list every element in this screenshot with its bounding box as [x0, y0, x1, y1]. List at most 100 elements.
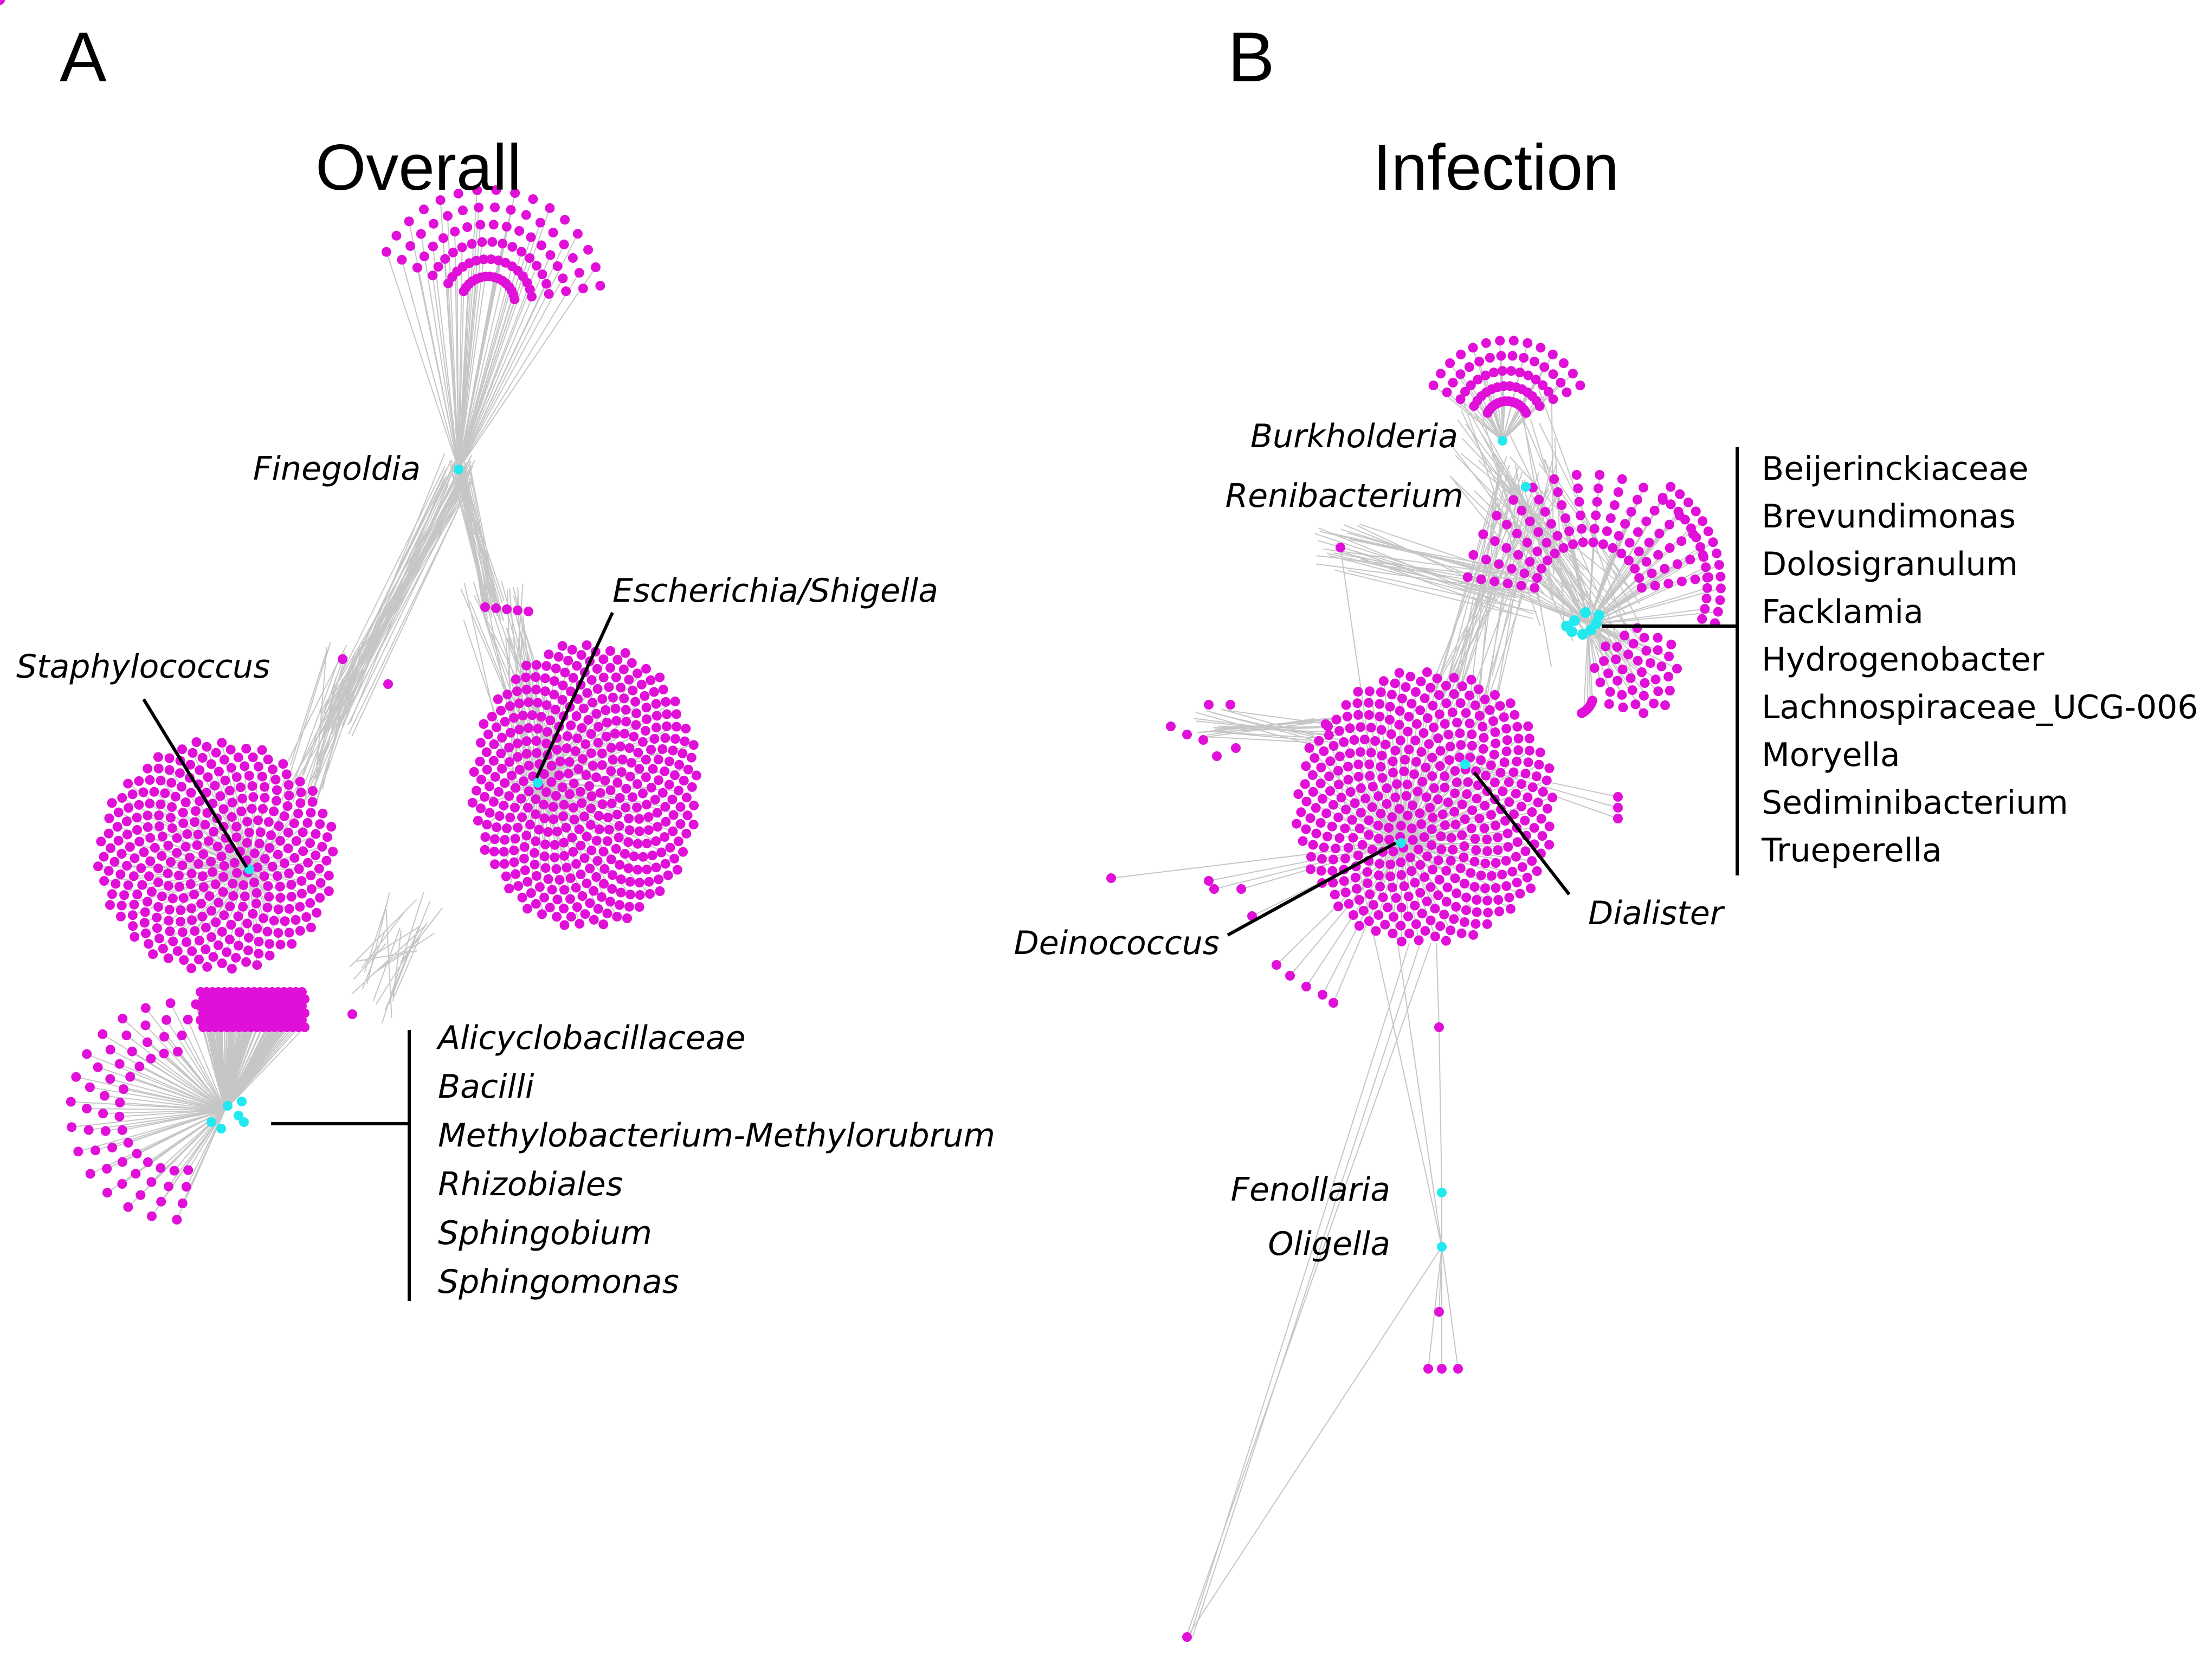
network-edge: [224, 1027, 234, 1111]
network-node: [1529, 823, 1539, 833]
network-node: [599, 879, 609, 889]
network-node: [211, 748, 221, 758]
network-edge: [450, 460, 489, 614]
network-node: [552, 261, 563, 271]
network-node: [182, 937, 192, 947]
network-node: [475, 738, 486, 748]
network-edge: [458, 266, 513, 470]
network-node: [231, 832, 242, 842]
network-node: [683, 764, 693, 775]
network-node: [1680, 514, 1690, 525]
network-edge: [1460, 453, 1616, 581]
network-node: [493, 787, 504, 797]
network-node: [156, 1163, 166, 1173]
network-edge: [458, 276, 486, 470]
network-node: [1366, 723, 1376, 733]
network-node: [1448, 377, 1458, 388]
network-node: [504, 791, 514, 801]
network-node: [404, 216, 414, 227]
network-node: [203, 836, 214, 846]
network-node: [1368, 900, 1378, 910]
network-node: [144, 939, 154, 949]
network-node: [548, 802, 558, 812]
network-node: [579, 853, 590, 864]
network-node: [1236, 884, 1246, 894]
network-edge: [1359, 523, 1538, 584]
network-node: [570, 746, 581, 756]
network-node: [209, 827, 218, 837]
network-node: [673, 836, 683, 847]
network-node: [1385, 859, 1396, 869]
hub-node: [1521, 482, 1531, 492]
network-node: [107, 1142, 117, 1152]
network-node: [1415, 887, 1426, 898]
network-node: [654, 775, 663, 785]
network-edge: [385, 252, 459, 470]
network-node: [282, 801, 293, 811]
network-node: [167, 893, 178, 904]
network-node: [227, 797, 237, 808]
network-node: [1542, 775, 1552, 785]
network-node: [144, 871, 154, 881]
network-node: [1472, 895, 1482, 905]
network-node: [525, 253, 535, 263]
network-node: [1433, 733, 1443, 743]
network-node: [1404, 744, 1414, 755]
network-node: [260, 793, 270, 803]
network-node: [177, 860, 188, 871]
network-node: [174, 881, 184, 892]
network-edge: [1588, 588, 1721, 625]
network-node: [557, 641, 567, 651]
network-node: [474, 202, 484, 212]
network-node: [642, 865, 652, 874]
network-node: [278, 759, 288, 769]
network-edge: [181, 1035, 225, 1111]
network-node: [1511, 852, 1521, 862]
network-node: [203, 772, 213, 782]
network-node: [574, 268, 584, 278]
network-node: [593, 904, 603, 914]
network-edge: [372, 932, 435, 975]
network-edge: [224, 1027, 257, 1111]
network-node: [1471, 919, 1481, 929]
network-node: [499, 801, 509, 810]
network-node: [117, 849, 127, 859]
network-node: [552, 826, 562, 836]
network-edge: [1588, 624, 1654, 704]
network-node: [1536, 343, 1546, 353]
network-node: [496, 748, 506, 758]
network-node: [121, 816, 132, 827]
network-node: [1630, 564, 1640, 574]
network-node: [192, 840, 202, 851]
network-edge: [183, 869, 250, 961]
network-node: [593, 738, 603, 748]
network-node: [154, 933, 164, 944]
network-node: [479, 254, 489, 265]
network-node: [1418, 728, 1429, 738]
network-node: [143, 822, 153, 832]
hub-node: [223, 1101, 233, 1111]
network-node: [1446, 925, 1456, 936]
network-node: [681, 828, 692, 839]
network-node: [115, 911, 126, 922]
network-node: [307, 797, 318, 807]
network-node: [531, 660, 541, 670]
network-node: [577, 723, 587, 733]
network-node: [489, 846, 499, 856]
network-node: [1204, 876, 1214, 886]
network-node: [1511, 789, 1521, 798]
network-node: [649, 734, 660, 744]
network-node: [1457, 681, 1467, 691]
label-oligella: Oligella: [1268, 1225, 1390, 1263]
network-node: [1407, 823, 1417, 834]
network-node: [566, 912, 576, 922]
network-node: [606, 766, 616, 776]
network-node: [118, 1014, 128, 1024]
network-edge: [440, 200, 459, 470]
network-node: [604, 682, 614, 692]
network-node: [1321, 808, 1332, 819]
network-node: [1443, 730, 1454, 740]
network-edge: [104, 1095, 225, 1111]
group-b-item: Moryella: [1762, 736, 1900, 774]
network-node: [517, 892, 527, 903]
